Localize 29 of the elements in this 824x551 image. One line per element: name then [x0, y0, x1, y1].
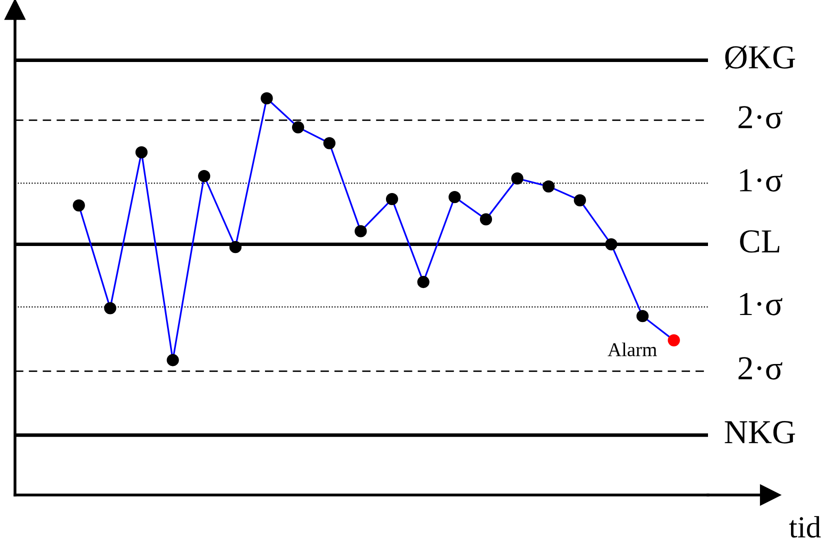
point [542, 180, 555, 192]
ref-line-label: NKG [724, 421, 796, 444]
ref-line-label: CL [740, 230, 780, 253]
ref-line-label: 1·σ [740, 169, 782, 192]
point [605, 238, 618, 250]
point [574, 194, 586, 206]
x-axis-title: tid [789, 516, 821, 538]
point [104, 302, 116, 314]
point [323, 137, 336, 150]
ref-line-label: 1·σ [740, 292, 782, 316]
point [480, 213, 492, 226]
ref-line-label: ØKG [725, 46, 796, 70]
point [72, 199, 85, 212]
point [636, 310, 649, 322]
point [229, 241, 242, 254]
point [417, 276, 430, 288]
ref-line-label: 2·σ [738, 106, 782, 128]
point [198, 170, 210, 182]
point [260, 92, 273, 104]
ref-line-label: 2·σ [738, 357, 782, 380]
point [386, 193, 398, 206]
point [354, 225, 367, 238]
point [668, 334, 680, 346]
point [166, 354, 179, 366]
point [292, 121, 304, 134]
point [448, 191, 461, 204]
point [135, 146, 148, 158]
point [511, 172, 524, 185]
annotation: Alarm [608, 342, 657, 356]
